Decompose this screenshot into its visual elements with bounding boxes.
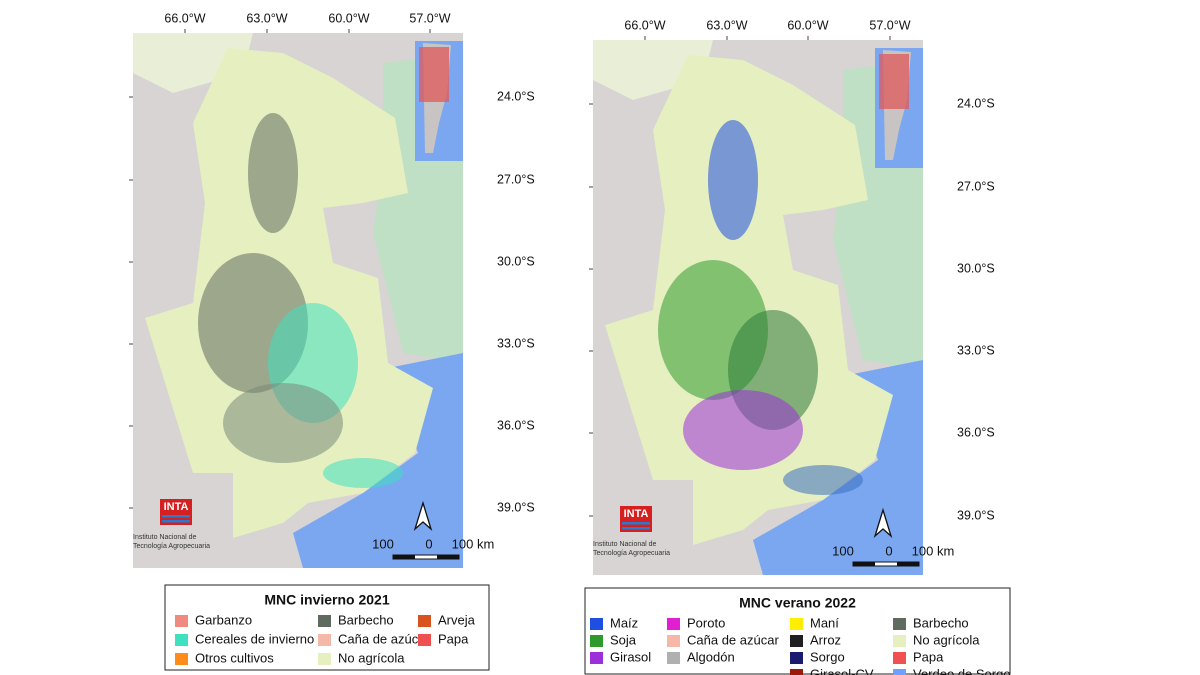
scale-bar-fill	[853, 562, 875, 566]
legend-item: Soja	[610, 632, 637, 647]
legend-swatch	[790, 635, 803, 647]
legend-item: Caña de azúcar	[687, 632, 779, 647]
longitude-label: 57.0°W	[409, 11, 450, 25]
crop-area	[683, 390, 803, 470]
legend-swatch	[418, 634, 431, 646]
legend-item: Cereales de invierno	[195, 631, 314, 646]
scale-bar-fill	[897, 562, 919, 566]
logo-stripe	[622, 527, 650, 530]
scale-bar-fill	[393, 555, 415, 559]
latitude-label: 24.0°S	[957, 96, 995, 110]
legend-item: Arveja	[438, 612, 476, 627]
crop-area	[223, 383, 343, 463]
legend-item: Maní	[810, 615, 839, 630]
legend-swatch	[667, 618, 680, 630]
longitude-label: 66.0°W	[164, 11, 205, 25]
north-arrow	[413, 500, 433, 531]
longitude-label: 63.0°W	[246, 11, 287, 25]
legend-swatch	[318, 653, 331, 665]
scale-label: 100 km	[452, 536, 495, 551]
longitude-label: 60.0°W	[787, 18, 828, 32]
crop-area	[783, 465, 863, 495]
logo-text: INTA	[164, 501, 189, 513]
legend-swatch	[418, 615, 431, 627]
legend-item: Garbanzo	[195, 612, 252, 627]
scale-label: 0	[425, 536, 432, 551]
inset-extent	[879, 54, 909, 109]
legend-item: Barbecho	[338, 612, 394, 627]
north-arrow	[873, 507, 893, 538]
legend-title: MNC invierno 2021	[264, 592, 389, 608]
scale-label: 0	[885, 543, 892, 558]
map-panel: INTA Instituto Nacional de Tecnología Agro…	[593, 40, 954, 575]
crop-area	[708, 120, 758, 240]
latitude-label: 36.0°S	[957, 425, 995, 439]
crop-area	[248, 113, 298, 233]
logo-text: INTA	[624, 508, 649, 520]
legend-swatch	[318, 634, 331, 646]
legend-swatch	[893, 652, 906, 664]
latitude-label: 27.0°S	[497, 172, 535, 186]
legend-swatch	[590, 635, 603, 647]
longitude-label: 66.0°W	[624, 18, 665, 32]
institute: Tecnología Agropecuaria	[133, 543, 210, 550]
legend-swatch	[175, 653, 188, 665]
institute: Tecnología Agropecuaria	[593, 550, 670, 557]
legend-title: MNC verano 2022	[739, 595, 856, 611]
latitude-label: 36.0°S	[497, 418, 535, 432]
legend-item: No agrícola	[338, 650, 405, 665]
legend-item: Papa	[438, 631, 469, 646]
latitude-label: 33.0°S	[497, 336, 535, 350]
legend-item: Sorgo	[810, 649, 845, 664]
latitude-label: 33.0°S	[957, 343, 995, 357]
legend-swatch	[318, 615, 331, 627]
latitude-label: 27.0°S	[957, 179, 995, 193]
legend-swatch	[667, 652, 680, 664]
legend-item: Arroz	[810, 632, 841, 647]
latitude-label: 39.0°S	[497, 500, 535, 514]
legend-item: Barbecho	[913, 615, 969, 630]
legend-swatch	[790, 669, 803, 675]
legend-swatch	[790, 618, 803, 630]
legend-swatch	[590, 652, 603, 664]
legend-item: Otros cultivos	[195, 650, 274, 665]
legend-swatch	[790, 652, 803, 664]
longitude-label: 60.0°W	[328, 11, 369, 25]
scale-bar-fill	[437, 555, 459, 559]
latitude-label: 30.0°S	[497, 254, 535, 268]
legend-item: Verdeo de Sorgo	[913, 666, 1011, 675]
scale-label: 100	[372, 536, 394, 551]
legend-item: Algodón	[687, 649, 735, 664]
legend-swatch	[175, 634, 188, 646]
legend-item: Papa	[913, 649, 944, 664]
legend-item: No agrícola	[913, 632, 980, 647]
legend-swatch	[667, 635, 680, 647]
latitude-label: 30.0°S	[957, 261, 995, 275]
inset-extent	[419, 47, 449, 102]
legend-swatch	[893, 635, 906, 647]
map-panel: INTA Instituto Nacional de Tecnología Agro…	[133, 33, 494, 568]
legend-swatch	[893, 669, 906, 675]
legend-item: Maíz	[610, 615, 638, 630]
legend-item: Girasol-CV	[810, 666, 874, 675]
legend-item: Girasol	[610, 649, 651, 664]
latitude-label: 24.0°S	[497, 89, 535, 103]
legend-item: Caña de azúcar	[338, 631, 430, 646]
logo-stripe	[162, 515, 190, 518]
crop-area	[323, 458, 403, 488]
legend-swatch	[175, 615, 188, 627]
logo-stripe	[162, 520, 190, 523]
legend-swatch	[590, 618, 603, 630]
institute: Instituto Nacional de	[593, 541, 657, 548]
scale-label: 100 km	[912, 543, 955, 558]
scale-label: 100	[832, 543, 854, 558]
latitude-label: 39.0°S	[957, 508, 995, 522]
legend-swatch	[893, 618, 906, 630]
institute: Instituto Nacional de	[133, 534, 197, 541]
logo-stripe	[622, 522, 650, 525]
legend-item: Poroto	[687, 615, 725, 630]
longitude-label: 63.0°W	[706, 18, 747, 32]
longitude-label: 57.0°W	[869, 18, 910, 32]
